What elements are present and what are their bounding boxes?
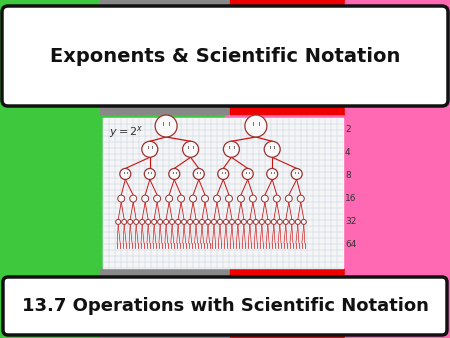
Circle shape — [155, 115, 177, 137]
Circle shape — [158, 219, 162, 224]
Circle shape — [120, 168, 131, 179]
Circle shape — [223, 141, 239, 157]
Circle shape — [206, 219, 211, 224]
Bar — [345, 330, 450, 338]
Bar — [230, 106, 345, 114]
Circle shape — [178, 195, 184, 202]
Circle shape — [144, 168, 155, 179]
FancyBboxPatch shape — [3, 277, 447, 335]
Circle shape — [142, 141, 158, 157]
Bar — [230, 330, 345, 338]
FancyBboxPatch shape — [2, 6, 448, 106]
Circle shape — [193, 168, 204, 179]
Bar — [345, 106, 450, 114]
Circle shape — [302, 219, 306, 224]
Circle shape — [128, 219, 133, 224]
Circle shape — [122, 219, 126, 224]
Circle shape — [297, 195, 304, 202]
Circle shape — [169, 168, 180, 179]
Bar — [0, 106, 100, 114]
Circle shape — [199, 219, 204, 224]
Circle shape — [238, 195, 244, 202]
Bar — [230, 0, 345, 8]
Circle shape — [267, 168, 278, 179]
Circle shape — [235, 219, 240, 224]
Circle shape — [224, 219, 229, 224]
Text: 4: 4 — [345, 148, 351, 157]
Circle shape — [273, 195, 280, 202]
Circle shape — [166, 195, 173, 202]
Circle shape — [153, 195, 161, 202]
Bar — [230, 269, 345, 277]
Circle shape — [116, 219, 121, 224]
Circle shape — [242, 168, 253, 179]
Circle shape — [225, 195, 233, 202]
Bar — [100, 330, 230, 338]
Circle shape — [261, 195, 268, 202]
Circle shape — [189, 195, 197, 202]
Circle shape — [259, 219, 265, 224]
Circle shape — [217, 219, 222, 224]
Circle shape — [285, 195, 292, 202]
Text: 16: 16 — [345, 194, 356, 203]
Text: 64: 64 — [345, 240, 356, 249]
Circle shape — [181, 219, 187, 224]
Circle shape — [289, 219, 294, 224]
Circle shape — [248, 219, 252, 224]
Circle shape — [271, 219, 276, 224]
Text: Exponents & Scientific Notation: Exponents & Scientific Notation — [50, 47, 400, 66]
Bar — [0, 269, 100, 277]
Bar — [100, 106, 230, 114]
Circle shape — [245, 115, 267, 137]
Circle shape — [291, 168, 302, 179]
Circle shape — [242, 219, 247, 224]
Bar — [103, 118, 343, 268]
Bar — [345, 0, 450, 8]
Circle shape — [140, 219, 144, 224]
Circle shape — [218, 168, 229, 179]
Circle shape — [134, 219, 139, 224]
Circle shape — [142, 195, 148, 202]
Circle shape — [277, 219, 282, 224]
Circle shape — [152, 219, 157, 224]
Circle shape — [264, 141, 280, 157]
Bar — [0, 0, 100, 8]
Circle shape — [202, 195, 208, 202]
Text: 2: 2 — [345, 125, 351, 134]
Bar — [100, 269, 230, 277]
Bar — [225, 0, 450, 338]
Circle shape — [213, 195, 220, 202]
Circle shape — [295, 219, 300, 224]
Circle shape — [253, 219, 258, 224]
Circle shape — [170, 219, 175, 224]
Circle shape — [188, 219, 193, 224]
Circle shape — [146, 219, 151, 224]
Text: 13.7 Operations with Scientific Notation: 13.7 Operations with Scientific Notation — [22, 297, 428, 315]
Circle shape — [176, 219, 180, 224]
Circle shape — [130, 195, 137, 202]
Circle shape — [249, 195, 256, 202]
Text: $y = 2^x$: $y = 2^x$ — [109, 124, 144, 140]
Bar — [0, 330, 100, 338]
Circle shape — [230, 219, 234, 224]
Circle shape — [266, 219, 270, 224]
Circle shape — [183, 141, 198, 157]
Text: 8: 8 — [345, 171, 351, 180]
Circle shape — [164, 219, 169, 224]
Bar — [345, 269, 450, 277]
Circle shape — [194, 219, 198, 224]
Text: 32: 32 — [345, 217, 356, 226]
Bar — [100, 0, 230, 8]
Circle shape — [118, 195, 125, 202]
Circle shape — [212, 219, 216, 224]
Circle shape — [284, 219, 288, 224]
